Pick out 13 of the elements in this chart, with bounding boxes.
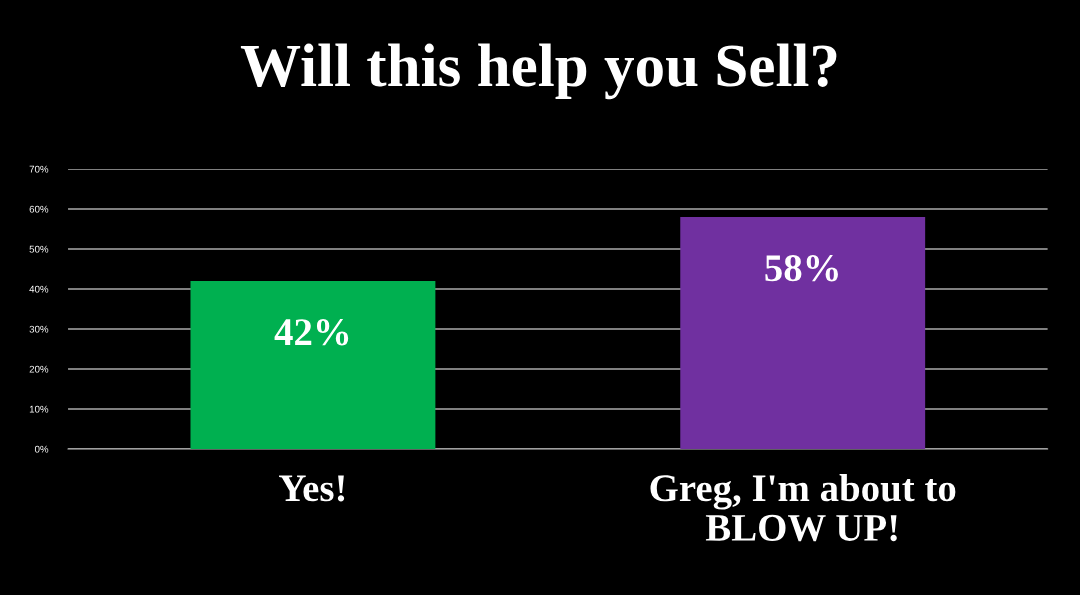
y-tick-label: 10% — [29, 405, 49, 413]
y-tick-label: 60% — [29, 205, 49, 213]
chart-title: Will this help you Sell? — [240, 43, 837, 100]
y-tick-label: 70% — [29, 165, 49, 173]
x-tick-label: Yes! — [279, 475, 345, 502]
y-tick-label: 20% — [29, 365, 49, 373]
y-tick-label: 30% — [29, 325, 49, 333]
data-label: 58% — [765, 255, 838, 282]
x-tick-label: Greg, I'm about to BLOW UP! — [650, 473, 956, 542]
y-tick-label: 40% — [29, 285, 49, 293]
data-label: 42% — [274, 319, 349, 346]
y-tick-label: 50% — [29, 245, 49, 253]
y-tick-label: 0% — [34, 445, 49, 453]
